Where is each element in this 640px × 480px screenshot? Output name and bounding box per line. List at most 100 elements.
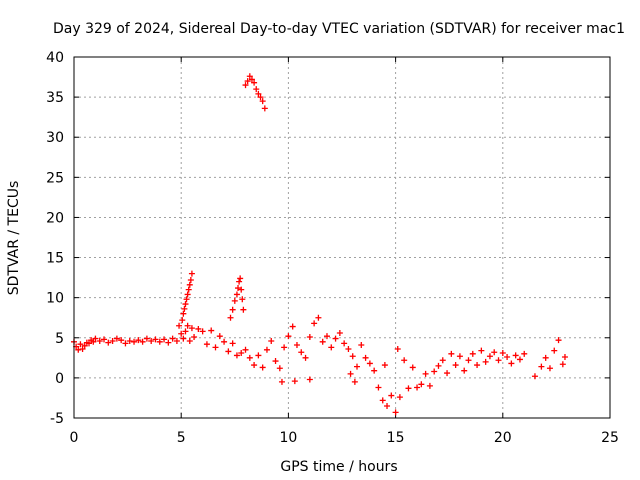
data-point-marker bbox=[285, 333, 292, 340]
data-point-marker bbox=[379, 397, 386, 404]
x-tick-label: 10 bbox=[279, 430, 297, 446]
data-point-marker bbox=[233, 352, 240, 359]
data-point-marker bbox=[302, 354, 309, 361]
data-point-marker bbox=[227, 314, 234, 321]
data-point-marker bbox=[452, 362, 459, 369]
data-point-marker bbox=[366, 360, 373, 367]
data-point-marker bbox=[203, 341, 210, 348]
x-tick-label: 5 bbox=[177, 430, 186, 446]
data-point-marker bbox=[263, 346, 270, 353]
data-point-marker bbox=[188, 325, 195, 332]
data-point-marker bbox=[512, 352, 519, 359]
y-tick-label: 30 bbox=[46, 130, 64, 146]
data-point-marker bbox=[186, 337, 193, 344]
data-point-marker bbox=[161, 336, 168, 343]
x-axis-label: GPS time / hours bbox=[280, 459, 397, 475]
data-point-marker bbox=[180, 310, 187, 317]
data-point-marker bbox=[246, 354, 253, 361]
data-point-marker bbox=[246, 73, 253, 80]
data-point-marker bbox=[148, 337, 155, 344]
data-point-marker bbox=[191, 333, 198, 340]
data-point-marker bbox=[561, 354, 568, 361]
data-point-marker bbox=[208, 327, 215, 334]
data-point-marker bbox=[358, 341, 365, 348]
data-point-marker bbox=[431, 368, 438, 375]
data-point-marker bbox=[199, 328, 206, 335]
data-point-marker bbox=[504, 354, 511, 361]
data-point-marker bbox=[259, 364, 266, 371]
data-point-marker bbox=[332, 335, 339, 342]
data-point-marker bbox=[538, 363, 545, 370]
data-point-marker bbox=[499, 350, 506, 357]
data-point-marker bbox=[409, 364, 416, 371]
data-point-marker bbox=[551, 347, 558, 354]
data-point-marker bbox=[422, 370, 429, 377]
data-point-marker bbox=[96, 337, 103, 344]
data-point-marker bbox=[396, 394, 403, 401]
data-point-marker bbox=[182, 328, 189, 335]
data-points bbox=[71, 73, 568, 416]
data-point-marker bbox=[229, 306, 236, 313]
data-point-marker bbox=[381, 362, 388, 369]
y-tick-label: 25 bbox=[46, 170, 64, 186]
data-point-marker bbox=[349, 353, 356, 360]
data-point-marker bbox=[169, 335, 176, 342]
data-point-marker bbox=[444, 370, 451, 377]
data-point-marker bbox=[293, 341, 300, 348]
data-point-marker bbox=[465, 357, 472, 364]
data-point-marker bbox=[491, 349, 498, 356]
data-point-marker bbox=[486, 353, 493, 360]
data-point-marker bbox=[178, 330, 185, 337]
data-point-marker bbox=[257, 94, 264, 101]
data-point-marker bbox=[261, 105, 268, 112]
x-tick-label: 20 bbox=[494, 430, 512, 446]
data-point-marker bbox=[240, 306, 247, 313]
data-point-marker bbox=[328, 344, 335, 351]
data-point-marker bbox=[276, 365, 283, 372]
data-point-marker bbox=[546, 365, 553, 372]
data-point-marker bbox=[126, 337, 133, 344]
data-point-marker bbox=[401, 357, 408, 364]
x-tick-label: 25 bbox=[601, 430, 619, 446]
data-point-marker bbox=[394, 346, 401, 353]
grid-layer bbox=[74, 57, 610, 418]
data-point-marker bbox=[113, 335, 120, 342]
data-point-marker bbox=[173, 337, 180, 344]
data-point-marker bbox=[176, 322, 183, 329]
data-point-marker bbox=[184, 291, 191, 298]
data-point-marker bbox=[555, 337, 562, 344]
y-tick-label: 5 bbox=[55, 331, 64, 347]
data-point-marker bbox=[248, 76, 255, 83]
data-point-marker bbox=[251, 362, 258, 369]
y-tick-label: 15 bbox=[46, 251, 64, 267]
y-tick-label: 0 bbox=[55, 371, 64, 387]
data-point-marker bbox=[448, 350, 455, 357]
data-point-marker bbox=[244, 78, 251, 85]
data-point-marker bbox=[75, 346, 82, 353]
data-point-marker bbox=[291, 378, 298, 385]
data-point-marker bbox=[229, 340, 236, 347]
data-point-marker bbox=[183, 296, 190, 303]
data-point-marker bbox=[306, 333, 313, 340]
data-point-marker bbox=[181, 305, 188, 312]
data-point-marker bbox=[165, 339, 172, 346]
data-point-marker bbox=[289, 323, 296, 330]
data-point-marker bbox=[81, 342, 88, 349]
data-point-marker bbox=[101, 336, 108, 343]
data-point-marker bbox=[435, 362, 442, 369]
data-point-marker bbox=[122, 340, 129, 347]
y-tick-label: 40 bbox=[46, 50, 64, 66]
data-point-marker bbox=[143, 335, 150, 342]
data-point-marker bbox=[495, 357, 502, 364]
data-point-marker bbox=[237, 275, 244, 282]
data-point-marker bbox=[362, 354, 369, 361]
data-point-marker bbox=[212, 344, 219, 351]
data-point-marker bbox=[311, 320, 318, 327]
data-point-marker bbox=[371, 367, 378, 374]
data-point-marker bbox=[156, 338, 163, 345]
data-point-marker bbox=[225, 348, 232, 355]
data-point-marker bbox=[180, 335, 187, 342]
data-point-marker bbox=[90, 338, 97, 345]
data-point-marker bbox=[253, 86, 260, 93]
data-point-marker bbox=[482, 358, 489, 365]
